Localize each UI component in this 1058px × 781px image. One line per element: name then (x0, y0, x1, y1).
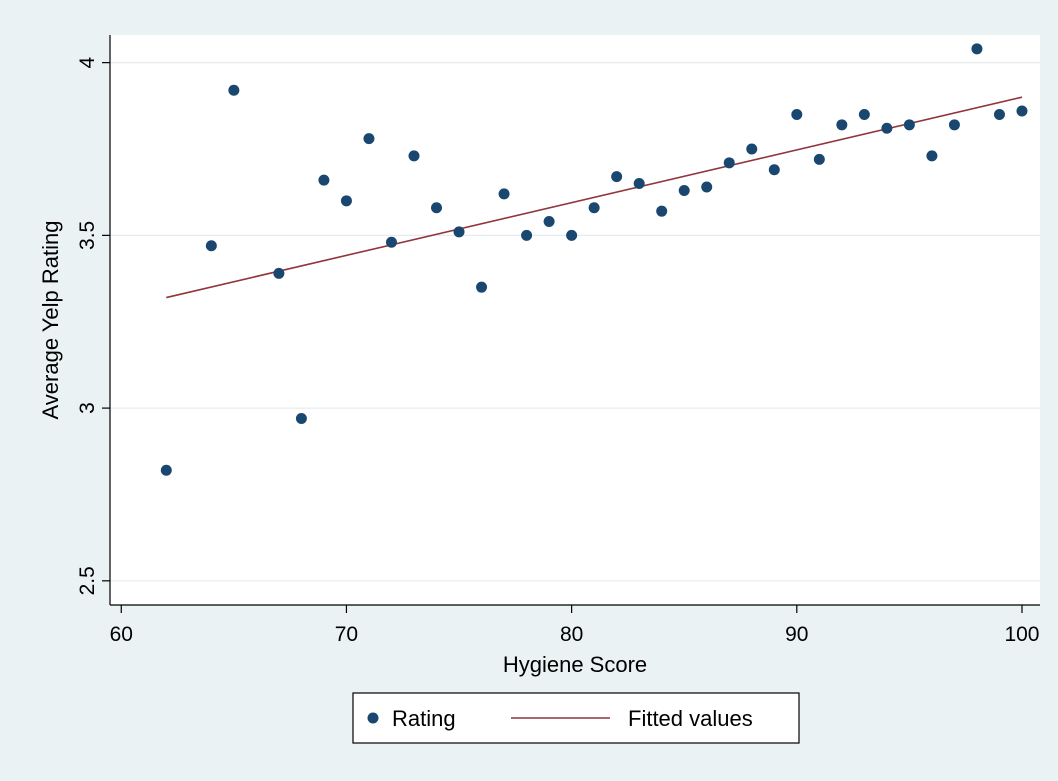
data-point (1016, 105, 1028, 117)
y-tick-label: 2.5 (76, 566, 99, 595)
data-point (295, 412, 307, 424)
data-point (836, 119, 848, 131)
data-point (385, 236, 397, 248)
data-point (566, 229, 578, 241)
data-point (678, 184, 690, 196)
data-point (903, 119, 915, 131)
data-point (160, 464, 172, 476)
data-point (363, 133, 375, 145)
data-point (633, 178, 645, 190)
data-point (228, 84, 240, 96)
data-point (476, 281, 488, 293)
x-tick-label: 80 (560, 623, 583, 646)
data-point (611, 171, 623, 183)
legend-marker-rating (367, 712, 379, 724)
data-point (408, 150, 420, 162)
x-axis-label: Hygiene Score (503, 652, 647, 677)
legend-label-fitted: Fitted values (628, 706, 753, 731)
data-point (588, 202, 600, 214)
fitted-line-layer (166, 96, 1023, 299)
fitted-line (166, 96, 1023, 299)
data-point (971, 43, 983, 55)
x-tick-label: 90 (785, 623, 808, 646)
legend: Rating Fitted values (352, 692, 800, 744)
data-point (993, 108, 1005, 120)
axes: 2.5 3 3.5 4 60 70 80 90 100 (76, 35, 1040, 646)
data-point (521, 229, 533, 241)
data-point (543, 216, 555, 228)
y-tick-label: 3 (76, 402, 99, 414)
data-point (768, 164, 780, 176)
data-point (746, 143, 758, 155)
data-point (453, 226, 465, 238)
data-point (701, 181, 713, 193)
data-point (881, 122, 893, 134)
scatter-points (160, 43, 1028, 476)
data-point (926, 150, 938, 162)
data-point (791, 108, 803, 120)
y-axis-label: Average Yelp Rating (38, 221, 63, 420)
y-tick-label: 3.5 (76, 221, 99, 250)
data-point (723, 157, 735, 169)
data-point (948, 119, 960, 131)
data-point (318, 174, 330, 186)
x-tick-label: 70 (335, 623, 358, 646)
y-tick-label: 4 (76, 56, 99, 68)
data-point (498, 188, 510, 200)
x-tick-label: 100 (1004, 623, 1039, 646)
data-point (431, 202, 443, 214)
plot-area (110, 35, 1040, 605)
legend-label-rating: Rating (392, 706, 456, 731)
data-point (205, 240, 217, 252)
data-point (273, 267, 285, 279)
data-point (340, 195, 352, 207)
x-tick-label: 60 (110, 623, 133, 646)
data-point (858, 108, 870, 120)
data-point (813, 153, 825, 165)
data-point (656, 205, 668, 217)
